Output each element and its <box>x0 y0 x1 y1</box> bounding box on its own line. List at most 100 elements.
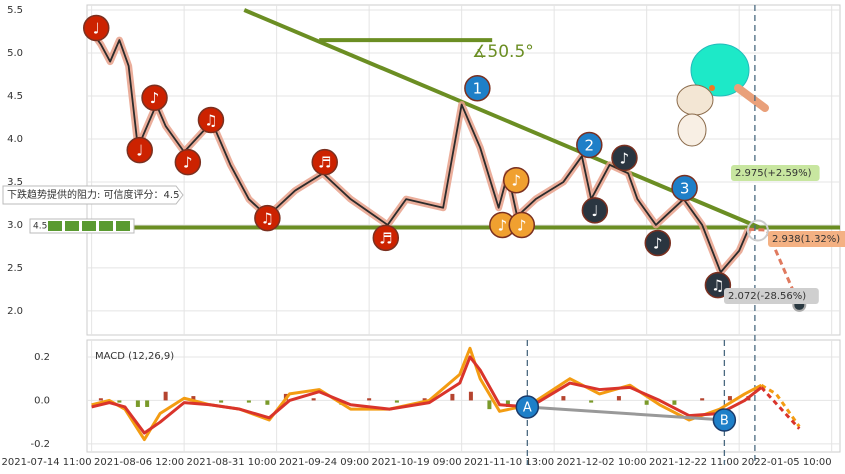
signal-marker <box>508 211 536 239</box>
y-tick-label: 2.0 <box>7 306 23 317</box>
histogram-bar <box>589 400 594 403</box>
price-frame <box>86 4 841 336</box>
signal-marker <box>197 106 225 134</box>
y-tick-label: 5.5 <box>7 5 23 16</box>
x-tick-label: 2021-08-06 12:00 <box>94 457 184 468</box>
signal-marker <box>581 197 609 224</box>
signal-marker <box>464 74 491 102</box>
marker-label: ♪ <box>183 154 193 172</box>
price-label-box <box>768 231 845 247</box>
signal-marker <box>254 204 281 232</box>
macd-title: MACD (12,26,9) <box>95 351 174 362</box>
signal-marker <box>83 14 110 42</box>
histogram-bar <box>265 400 270 405</box>
score-icon <box>65 221 79 231</box>
paddle-handle <box>734 84 769 112</box>
signal-marker <box>126 136 153 164</box>
y-tick-label: 0.2 <box>34 352 50 363</box>
note-box <box>2 185 184 205</box>
x-tick-label: 2021-12-02 10:00 <box>557 457 647 468</box>
macd-line <box>760 386 801 430</box>
histogram-bar <box>450 393 455 401</box>
marker-label: ♪ <box>653 235 663 253</box>
signal-marker <box>611 144 638 172</box>
y-tick-label: 4.0 <box>7 134 23 145</box>
signal-marker <box>141 84 168 111</box>
marker-label: 3 <box>680 179 690 197</box>
x-tick-label: 2021-12-22 11:00 <box>649 457 739 468</box>
histogram-bar <box>367 398 372 401</box>
y-tick-label: 5.0 <box>7 48 23 59</box>
histogram-bar <box>394 400 399 403</box>
histogram-bar <box>145 400 150 407</box>
angle-label: ∡50.5° <box>472 42 534 62</box>
price-label: 2.072(-28.56%) <box>728 291 806 302</box>
marker-label: ♬ <box>379 229 392 247</box>
mascot <box>676 43 769 147</box>
score-icon <box>82 221 96 231</box>
divergence-line <box>527 405 725 422</box>
histogram-bar <box>561 396 566 401</box>
dog-body <box>677 113 707 147</box>
macd-line <box>91 346 763 442</box>
y-tick-label: 0.0 <box>34 395 50 406</box>
y-tick-label: 3.0 <box>7 220 23 231</box>
cursor-ring <box>746 219 769 242</box>
histogram-bar <box>191 396 196 401</box>
y-tick-label: 2.5 <box>7 263 23 274</box>
marker-label: ♪ <box>517 216 527 234</box>
resistance-note: 下跌趋势提供的阻力: 可信度评分：4.5 <box>7 188 179 201</box>
histogram-bar <box>468 391 473 401</box>
macd-frame <box>86 339 841 453</box>
divergence-marker <box>515 395 540 419</box>
x-tick-label: 2021-09-24 09:00 <box>279 457 369 468</box>
marker-label: ♪ <box>620 149 630 167</box>
marker-label: ♪ <box>150 89 160 107</box>
grid-layer <box>87 5 840 452</box>
y-tick-label: 4.5 <box>7 91 23 102</box>
signal-marker <box>644 229 672 257</box>
marker-label: ♫ <box>711 277 724 295</box>
histogram-bar <box>644 400 649 405</box>
signal-marker <box>671 174 698 202</box>
marker-label: 1 <box>473 80 483 98</box>
price-label-box <box>724 288 819 304</box>
projection-line <box>748 227 801 306</box>
x-tick-label: 2022-01-05 10:00 <box>742 457 832 468</box>
signal-marker <box>372 224 400 252</box>
price-label: 2.975(+2.59%) <box>735 168 812 179</box>
y-tick-label: -0.2 <box>30 439 50 450</box>
histogram-bar <box>246 400 251 403</box>
x-tick-label: 2021-08-31 10:00 <box>187 457 277 468</box>
y-tick-label: 3.5 <box>7 177 23 188</box>
histogram-bar <box>422 398 427 401</box>
price-label-box <box>731 165 820 181</box>
marker-label: ♪ <box>498 216 508 234</box>
ball <box>709 85 715 91</box>
signal-marker <box>502 166 530 194</box>
signal-marker <box>576 131 603 159</box>
divergence-label: A <box>523 400 532 415</box>
histogram-bar <box>700 398 705 401</box>
marker-label: 2 <box>585 136 595 154</box>
histogram-bar <box>135 400 140 407</box>
histogram-bar <box>311 398 316 401</box>
histogram-bar <box>616 396 621 401</box>
histogram-bar <box>219 400 224 403</box>
histogram-bar <box>163 391 168 401</box>
x-tick-label: 2021-11-10 13:00 <box>464 457 554 468</box>
score-icon <box>99 221 113 231</box>
divergence-marker <box>712 408 737 432</box>
paddle <box>690 43 750 97</box>
histogram-bar <box>98 398 103 401</box>
macd-line <box>91 355 763 435</box>
signal-marker <box>311 148 338 176</box>
histogram-bar <box>505 400 510 407</box>
marker-label: ♩ <box>591 202 598 220</box>
signal-marker <box>174 148 202 176</box>
marker-label: ♩ <box>136 142 143 160</box>
dog-head <box>676 84 714 116</box>
x-tick-label: 2021-10-19 09:00 <box>372 457 462 468</box>
score-icon <box>116 221 130 231</box>
